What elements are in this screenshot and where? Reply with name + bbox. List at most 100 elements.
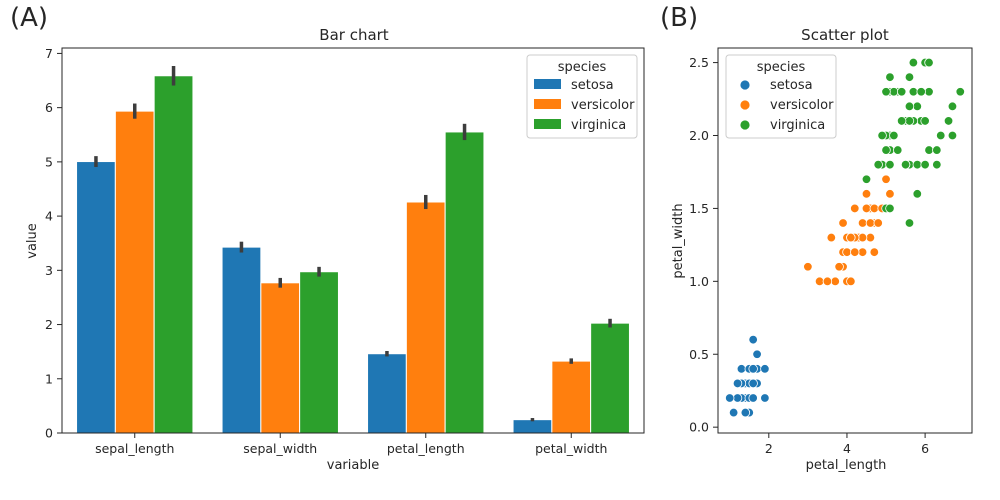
bar-legend: species setosa versicolor virginica [526,54,638,139]
point-setosa-21 [748,378,758,389]
scatter-y-tick-label-1: 0.5 [689,347,709,362]
point-setosa-12 [725,393,735,403]
point-versicolor-39 [822,276,833,287]
point-virginica-9 [924,57,934,68]
point-versicolor-20 [869,247,880,257]
point-versicolor-34 [865,218,876,228]
point-versicolor-41 [873,218,883,228]
scatter-y-axis-label: petal_width [671,203,686,278]
point-versicolor-35 [850,247,860,257]
bar-legend-label-virginica: virginica [571,118,626,133]
scatter-chart: Scatter plot 0.0 0.5 1.0 1.5 2.0 2.5 2 4 6 peta… [671,26,973,473]
point-versicolor-33 [857,247,868,257]
point-setosa-6 [748,393,758,403]
bar-x-axis: sepal_length sepal_width petal_length petal… [95,433,607,456]
bar-legend-swatch-versicolor [534,99,561,109]
point-virginica-47 [896,87,907,97]
point-versicolor-22 [857,218,868,228]
scatter-y-axis: 0.0 0.5 1.0 1.5 2.0 2.5 [689,55,718,435]
bar-y-tick-label-6: 6 [45,100,53,115]
bar-chart-frame [61,47,645,434]
point-versicolor-5 [814,276,825,287]
point-virginica-42 [916,87,926,97]
bar-setosa-sepal-length [76,161,116,434]
point-versicolor-27 [885,189,895,199]
point-virginica-46 [889,130,899,141]
point-versicolor-38 [846,232,856,243]
scatter-x-axis-label: petal_length [806,458,887,473]
point-setosa-14 [760,393,770,403]
bar-legend-swatch-virginica [534,119,561,129]
point-virginica-29 [912,189,922,199]
point-virginica-17 [947,101,958,112]
point-virginica-39 [896,116,907,126]
scatter-x-axis: 2 4 6 [765,433,929,456]
point-versicolor-7 [838,218,848,228]
point-setosa-13 [752,349,762,359]
point-virginica-44 [889,87,899,97]
point-setosa-22 [732,378,743,389]
bar-chart-title: Bar chart [319,26,389,44]
point-versicolor-24 [834,262,844,272]
point-virginica-48 [885,159,895,170]
bar-virginica-petal-width [590,322,630,434]
point-setosa-18 [748,334,758,345]
point-virginica-8 [912,159,922,170]
point-versicolor-30 [857,232,868,243]
bar-y-axis: 0 1 2 3 4 5 6 7 [45,46,62,441]
point-virginica-5 [943,116,954,126]
bar-versicolor-sepal-width [260,282,301,434]
bar-versicolor-petal-length [405,201,446,434]
point-setosa-19 [760,364,770,374]
bar-setosa-petal-length [367,353,407,434]
point-virginica-18 [955,87,965,97]
bar-y-tick-label-0: 0 [45,426,53,441]
bar-x-tick-label-petal-length: petal_length [387,441,465,456]
point-virginica-33 [885,203,895,214]
point-versicolor-12 [826,232,837,243]
bar-setosa-petal-width [512,419,553,434]
bar-virginica-sepal-length [153,75,194,434]
bar-y-tick-label-1: 1 [45,371,53,386]
point-versicolor-15 [846,276,856,287]
point-setosa-7 [728,407,739,418]
point-virginica-22 [947,130,958,141]
scatter-legend-label-setosa: setosa [770,78,813,93]
bar-legend-box [526,54,638,139]
bar-legend-label-versicolor: versicolor [571,98,635,113]
bar-versicolor-petal-width [551,360,592,434]
scatter-y-tick-label-4: 2.0 [689,128,709,143]
point-versicolor-9 [850,203,860,214]
bar-y-tick-label-2: 2 [45,317,53,332]
point-virginica-40 [904,72,915,82]
point-virginica-45 [881,145,891,155]
point-setosa-8 [732,393,743,403]
point-versicolor-32 [842,247,852,257]
point-virginica-50 [920,116,930,126]
bar-versicolor-sepal-length [114,110,155,434]
point-versicolor-23 [881,174,891,184]
bar-y-tick-label-5: 5 [45,154,53,169]
scatter-chart-frame [717,47,973,434]
bar-legend-title: species [558,60,607,75]
point-versicolor-25 [830,276,840,287]
point-virginica-20 [908,87,919,97]
point-virginica-51 [881,87,891,97]
bar-y-tick-label-4: 4 [45,209,53,224]
point-virginica-4 [912,101,922,112]
scatter-x-tick-label-6: 6 [921,441,929,456]
bar-virginica-petal-length [444,131,485,434]
bar-x-axis-label: variable [327,458,379,473]
point-virginica-37 [900,159,911,170]
scatter-legend-marker-setosa [739,79,751,91]
bar-y-axis-label: value [25,223,40,259]
point-setosa-9 [736,364,747,374]
point-virginica-21 [877,130,887,141]
point-virginica-30 [924,145,934,155]
scatter-legend-label-virginica: virginica [770,118,825,133]
point-virginica-35 [924,87,934,97]
point-versicolor-6 [865,232,876,243]
bar-setosa-sepal-width [221,246,262,434]
bar-y-tick-label-7: 7 [45,46,53,61]
